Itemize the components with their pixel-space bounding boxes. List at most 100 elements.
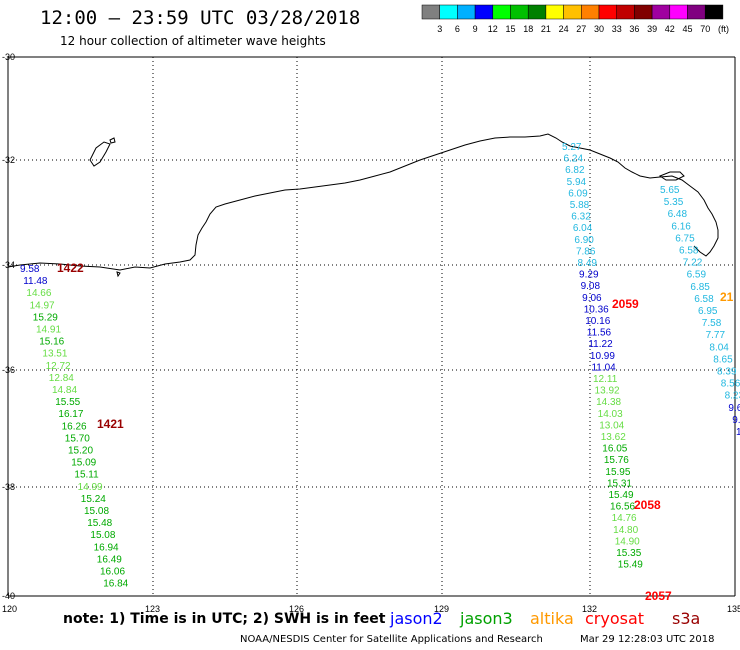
lat-tick-label: -30 xyxy=(2,52,15,62)
lat-tick-label: -32 xyxy=(2,155,15,165)
lon-tick-label: 129 xyxy=(434,604,449,614)
legend-label: 12 xyxy=(488,24,498,34)
swh-value: 14.38 xyxy=(596,397,621,408)
swh-value: 15.31 xyxy=(607,478,632,489)
lon-tick-label: 123 xyxy=(145,604,160,614)
swh-value: 14.80 xyxy=(613,525,638,536)
swh-value: 13.92 xyxy=(595,386,620,397)
swh-value: 15.70 xyxy=(65,433,90,444)
legend-label: 3 xyxy=(437,24,442,34)
swh-value: 5.35 xyxy=(664,197,684,208)
swh-value: 7.58 xyxy=(702,318,722,329)
swh-value: 9.29 xyxy=(579,270,599,281)
swh-value: 16.06 xyxy=(100,567,125,578)
swh-value: 13.62 xyxy=(601,432,626,443)
swh-value: 11.48 xyxy=(23,276,48,287)
legend-label: 39 xyxy=(647,24,657,34)
swh-value: 11.22 xyxy=(588,339,613,350)
swh-value: 12.84 xyxy=(49,373,74,384)
swh-value: 8.65 xyxy=(713,354,733,365)
swh-value: 15.16 xyxy=(39,337,64,348)
swh-value: 15.20 xyxy=(68,446,93,457)
swh-value: 8.04 xyxy=(709,342,729,353)
swh-value: 9.6 xyxy=(732,415,740,426)
swh-value: 16.94 xyxy=(94,542,119,553)
legend-label: 33 xyxy=(612,24,622,34)
swh-value: 7.86 xyxy=(576,246,596,257)
sat-jason3: jason3 xyxy=(460,609,513,628)
swh-value: 10.99 xyxy=(590,351,615,362)
swh-value: 5.65 xyxy=(660,185,680,196)
page-title: 12:00 – 23:59 UTC 03/28/2018 xyxy=(40,7,361,29)
swh-value: 15.49 xyxy=(618,560,643,571)
swh-value: 11.56 xyxy=(587,328,612,339)
island-kangaroo xyxy=(658,171,685,181)
swh-value: 12.72 xyxy=(46,361,71,372)
swh-value: 15.24 xyxy=(81,494,106,505)
swh-value: 15.35 xyxy=(616,548,641,559)
swh-value: 16.05 xyxy=(602,444,627,455)
lat-tick-label: -40 xyxy=(2,591,15,601)
swh-value: 15.49 xyxy=(609,490,634,501)
sat-jason2: jason2 xyxy=(390,609,443,628)
swh-value: 5.88 xyxy=(570,200,590,211)
swh-value: 6.09 xyxy=(568,188,588,199)
swh-value: 9.06 xyxy=(582,293,602,304)
lat-tick-label: -34 xyxy=(2,260,15,270)
swh-value: 14.84 xyxy=(52,385,77,396)
swh-value: 14.99 xyxy=(78,482,103,493)
swh-value: 9.6 xyxy=(728,403,740,414)
footer-note: note: 1) Time is in UTC; 2) SWH is in fe… xyxy=(63,611,386,627)
swh-value: 15.29 xyxy=(33,312,58,323)
pass-time-label: 21 xyxy=(720,290,734,304)
lon-tick-label: 120 xyxy=(2,604,17,614)
legend-label: 15 xyxy=(505,24,515,34)
legend-label: 24 xyxy=(559,24,569,34)
swh-value: 16.84 xyxy=(103,579,128,590)
swh-value: 6.59 xyxy=(687,270,707,281)
swh-value: 6.75 xyxy=(675,233,695,244)
pass-time-label: 1421 xyxy=(97,417,124,431)
sat-cryosat: cryosat xyxy=(585,609,645,628)
swh-value: 6.16 xyxy=(671,221,691,232)
lon-tick-label: 126 xyxy=(289,604,304,614)
swh-value: 10.16 xyxy=(585,316,610,327)
swh-value: 15.76 xyxy=(604,455,629,466)
swh-value: 7.22 xyxy=(683,258,703,269)
legend-label: 45 xyxy=(682,24,692,34)
legend-swatch xyxy=(704,4,724,20)
island-small-2 xyxy=(116,271,121,278)
swh-value: 16.26 xyxy=(62,421,87,432)
swh-value: 15.48 xyxy=(87,518,112,529)
lon-tick-label: 135 xyxy=(727,604,740,614)
swh-value: 8.39 xyxy=(717,367,737,378)
swh-value: 15.08 xyxy=(84,506,109,517)
island-small-1 xyxy=(109,137,116,144)
swh-value: 13.51 xyxy=(42,349,67,360)
swh-value: 8.49 xyxy=(578,258,598,269)
swh-value: 6.95 xyxy=(698,306,718,317)
pass-time-label: 2057 xyxy=(645,589,672,603)
swh-value: 6.48 xyxy=(668,209,688,220)
axis-labels: -30 -32 -34 -36 -38 -40 120 123 126 129 132 135 xyxy=(2,52,740,614)
swh-value: 8.56 xyxy=(721,379,740,390)
swh-value: 14.97 xyxy=(30,300,55,311)
pass-time-label: 2059 xyxy=(612,297,639,311)
swh-value: 9.08 xyxy=(581,281,601,292)
swh-value: 9.58 xyxy=(20,264,40,275)
pass-time-label: 2058 xyxy=(634,498,661,512)
legend-label: 27 xyxy=(576,24,586,34)
swh-value: 15.11 xyxy=(74,470,99,481)
lat-tick-label: -36 xyxy=(2,365,15,375)
swh-value: 7.77 xyxy=(706,330,726,341)
legend-label: 30 xyxy=(594,24,604,34)
swh-value: 16.17 xyxy=(58,409,83,420)
color-legend: 3 6 9 12 15 18 21 24 27 30 33 36 39 42 45 70 (ft) xyxy=(421,4,729,34)
swh-value: 10. xyxy=(736,427,740,438)
swh-value: 14.66 xyxy=(26,288,51,299)
swh-value: 14.76 xyxy=(612,513,637,524)
swh-value: 11.04 xyxy=(591,362,616,373)
legend-unit: (ft) xyxy=(718,24,729,34)
swh-value: 15.08 xyxy=(90,530,115,541)
